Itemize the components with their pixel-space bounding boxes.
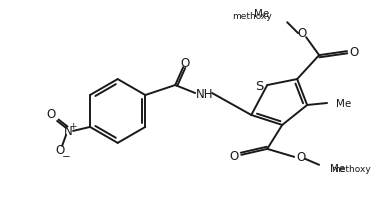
Text: O: O [181,56,190,69]
Text: methoxy: methoxy [331,165,371,173]
Text: N: N [64,125,72,138]
Text: +: + [69,122,77,131]
Text: Me: Me [330,163,345,173]
Text: Me: Me [254,9,269,19]
Text: S: S [255,79,263,92]
Text: O: O [46,108,56,121]
Text: O: O [230,150,239,163]
Text: O: O [298,27,307,40]
Text: O: O [296,151,306,164]
Text: O: O [349,46,359,58]
Text: Me: Me [336,98,351,109]
Text: NH: NH [195,87,213,100]
Text: methoxy: methoxy [232,12,272,21]
Text: O: O [56,144,65,157]
Text: −: − [62,151,70,161]
